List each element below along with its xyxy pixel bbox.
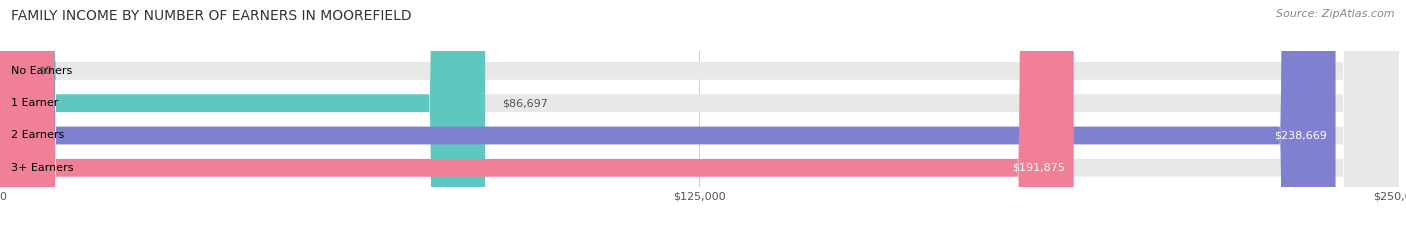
Text: No Earners: No Earners <box>11 66 73 76</box>
Text: Source: ZipAtlas.com: Source: ZipAtlas.com <box>1277 9 1395 19</box>
Text: FAMILY INCOME BY NUMBER OF EARNERS IN MOOREFIELD: FAMILY INCOME BY NUMBER OF EARNERS IN MO… <box>11 9 412 23</box>
Text: $191,875: $191,875 <box>1012 163 1066 173</box>
Text: $0: $0 <box>38 66 52 76</box>
Text: 2 Earners: 2 Earners <box>11 131 65 140</box>
Text: $86,697: $86,697 <box>502 98 548 108</box>
FancyBboxPatch shape <box>0 0 56 234</box>
Text: 1 Earner: 1 Earner <box>11 98 59 108</box>
Text: $238,669: $238,669 <box>1274 131 1327 140</box>
FancyBboxPatch shape <box>0 0 485 234</box>
FancyBboxPatch shape <box>0 0 1074 234</box>
Text: 3+ Earners: 3+ Earners <box>11 163 73 173</box>
FancyBboxPatch shape <box>0 0 1336 234</box>
